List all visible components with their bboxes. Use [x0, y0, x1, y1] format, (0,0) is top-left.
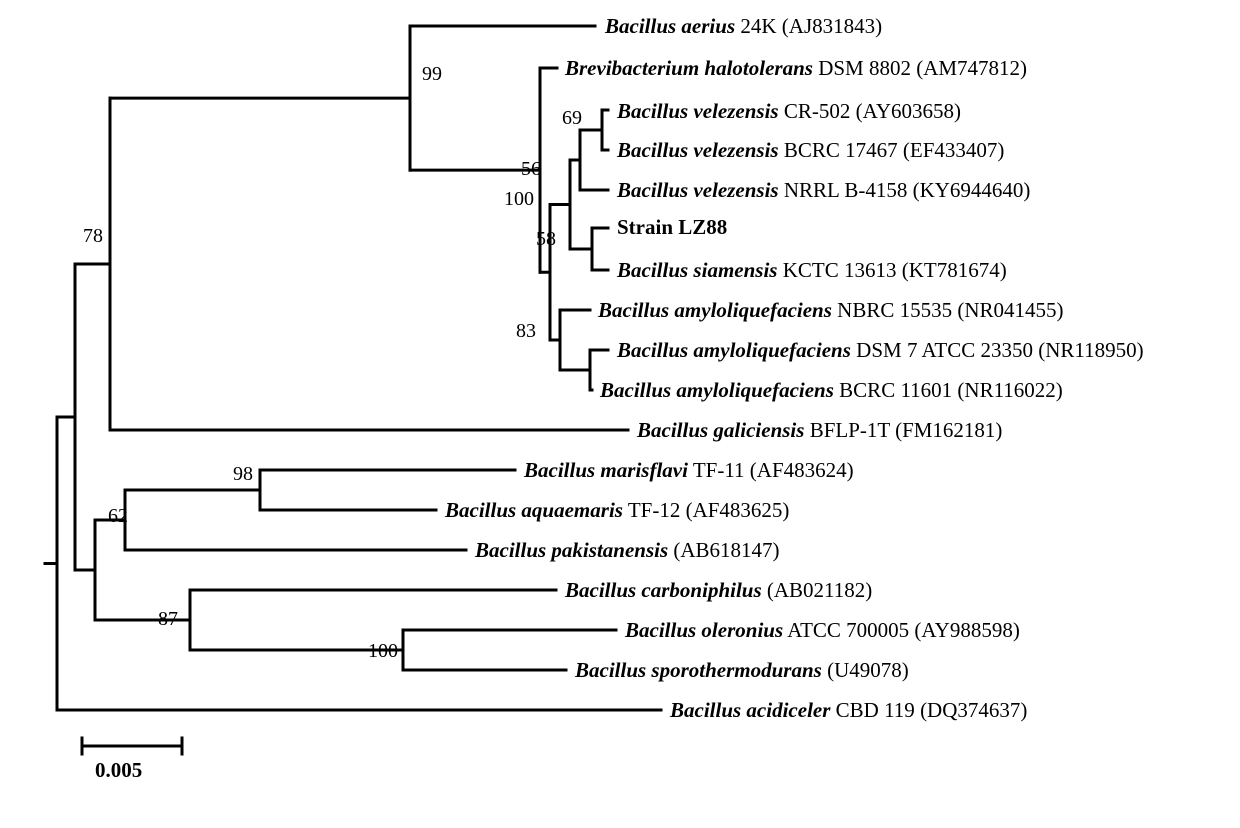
- taxon-lz88: Strain LZ88: [617, 215, 727, 240]
- taxon-halotolerans: Brevibacterium halotolerans DSM 8802 (AM…: [565, 56, 1027, 81]
- bootstrap-value: 98: [233, 463, 253, 486]
- bootstrap-value: 58: [536, 228, 556, 251]
- bootstrap-value: 62: [108, 505, 128, 528]
- taxon-amylo23350: Bacillus amyloliquefaciens DSM 7 ATCC 23…: [617, 338, 1144, 363]
- taxon-sporo: Bacillus sporothermodurans (U49078): [575, 658, 909, 683]
- taxon-oleronius: Bacillus oleronius ATCC 700005 (AY988598…: [625, 618, 1020, 643]
- taxon-carboniphilus: Bacillus carboniphilus (AB021182): [565, 578, 872, 603]
- bootstrap-value: 100: [504, 188, 534, 211]
- taxon-aerius: Bacillus aerius 24K (AJ831843): [605, 14, 882, 39]
- phylogenetic-tree-svg: [0, 0, 1240, 828]
- bootstrap-value: 99: [422, 63, 442, 86]
- scale-bar-label: 0.005: [95, 758, 142, 783]
- taxon-marisflavi: Bacillus marisflavi TF-11 (AF483624): [524, 458, 854, 483]
- bootstrap-value: 100: [368, 640, 398, 663]
- bootstrap-value: 87: [158, 608, 178, 631]
- bootstrap-value: 83: [516, 320, 536, 343]
- taxon-galiciensis: Bacillus galiciensis BFLP-1T (FM162181): [637, 418, 1002, 443]
- taxon-amylo11601: Bacillus amyloliquefaciens BCRC 11601 (N…: [600, 378, 1063, 403]
- taxon-acidiceler: Bacillus acidiceler CBD 119 (DQ374637): [670, 698, 1027, 723]
- bootstrap-value: 56: [521, 158, 541, 181]
- taxon-amylo15535: Bacillus amyloliquefaciens NBRC 15535 (N…: [598, 298, 1064, 323]
- taxon-velez17467: Bacillus velezensis BCRC 17467 (EF433407…: [617, 138, 1004, 163]
- bootstrap-value: 78: [83, 225, 103, 248]
- taxon-velez502: Bacillus velezensis CR-502 (AY603658): [617, 99, 961, 124]
- taxon-pakistanensis: Bacillus pakistanensis (AB618147): [475, 538, 780, 563]
- taxon-siamensis: Bacillus siamensis KCTC 13613 (KT781674): [617, 258, 1007, 283]
- taxon-velez4158: Bacillus velezensis NRRL B-4158 (KY69446…: [617, 178, 1030, 203]
- taxon-aquaemaris: Bacillus aquaemaris TF-12 (AF483625): [445, 498, 789, 523]
- bootstrap-value: 69: [562, 107, 582, 130]
